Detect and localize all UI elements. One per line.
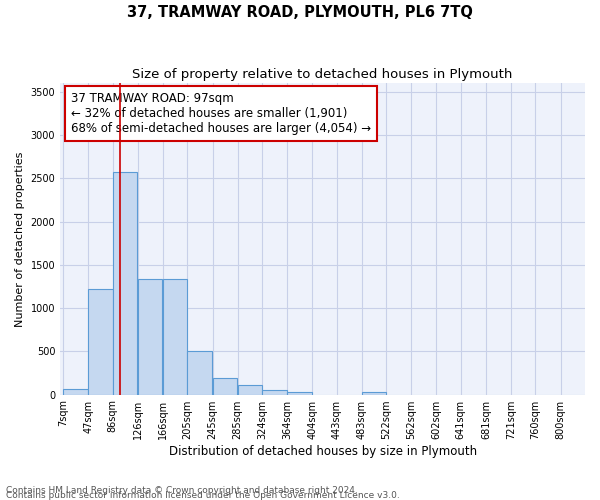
Text: Contains public sector information licensed under the Open Government Licence v3: Contains public sector information licen…: [6, 490, 400, 500]
Bar: [287, 392, 311, 394]
X-axis label: Distribution of detached houses by size in Plymouth: Distribution of detached houses by size …: [169, 444, 476, 458]
Bar: [88, 289, 113, 395]
Text: 37 TRAMWAY ROAD: 97sqm
← 32% of detached houses are smaller (1,901)
68% of semi-: 37 TRAMWAY ROAD: 97sqm ← 32% of detached…: [71, 92, 371, 136]
Bar: [238, 385, 262, 394]
Bar: [163, 278, 187, 394]
Bar: [113, 172, 137, 394]
Bar: [187, 352, 212, 395]
Text: 37, TRAMWAY ROAD, PLYMOUTH, PL6 7TQ: 37, TRAMWAY ROAD, PLYMOUTH, PL6 7TQ: [127, 5, 473, 20]
Bar: [362, 392, 386, 394]
Y-axis label: Number of detached properties: Number of detached properties: [15, 151, 25, 326]
Bar: [138, 278, 163, 394]
Text: Contains HM Land Registry data © Crown copyright and database right 2024.: Contains HM Land Registry data © Crown c…: [6, 486, 358, 495]
Bar: [262, 390, 287, 394]
Bar: [64, 390, 88, 394]
Title: Size of property relative to detached houses in Plymouth: Size of property relative to detached ho…: [133, 68, 513, 80]
Bar: [212, 378, 237, 394]
